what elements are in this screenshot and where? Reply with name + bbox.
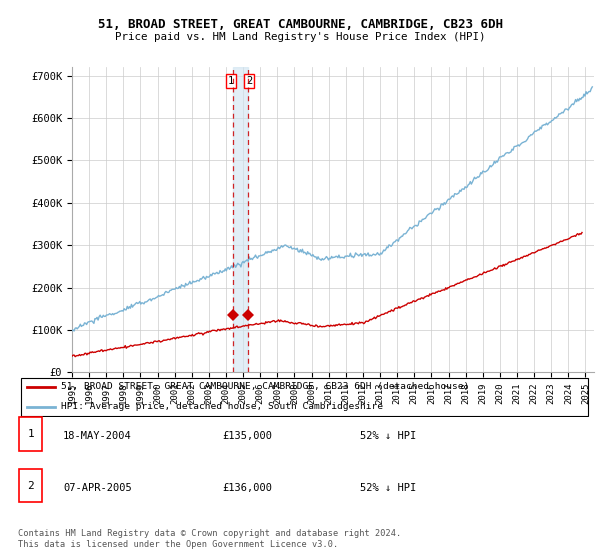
Text: 2: 2 (246, 76, 252, 86)
Text: 07-APR-2005: 07-APR-2005 (63, 483, 132, 493)
Text: 52% ↓ HPI: 52% ↓ HPI (360, 483, 416, 493)
Bar (233, 67, 248, 372)
Text: 1: 1 (27, 429, 34, 439)
Bar (19, 469, 42, 502)
Text: 52% ↓ HPI: 52% ↓ HPI (360, 431, 416, 441)
Text: 51, BROAD STREET, GREAT CAMBOURNE, CAMBRIDGE, CB23 6DH: 51, BROAD STREET, GREAT CAMBOURNE, CAMBR… (97, 18, 503, 31)
Text: Contains HM Land Registry data © Crown copyright and database right 2024.
This d: Contains HM Land Registry data © Crown c… (18, 529, 401, 549)
Text: 2: 2 (27, 480, 34, 491)
Text: 1: 1 (228, 76, 234, 86)
Text: £135,000: £135,000 (222, 431, 272, 441)
Text: Price paid vs. HM Land Registry's House Price Index (HPI): Price paid vs. HM Land Registry's House … (115, 32, 485, 43)
Bar (19, 417, 42, 451)
Text: £136,000: £136,000 (222, 483, 272, 493)
Text: HPI: Average price, detached house, South Cambridgeshire: HPI: Average price, detached house, Sout… (61, 402, 383, 411)
Text: 51, BROAD STREET, GREAT CAMBOURNE, CAMBRIDGE, CB23 6DH (detached house): 51, BROAD STREET, GREAT CAMBOURNE, CAMBR… (61, 382, 469, 391)
Text: 18-MAY-2004: 18-MAY-2004 (63, 431, 132, 441)
